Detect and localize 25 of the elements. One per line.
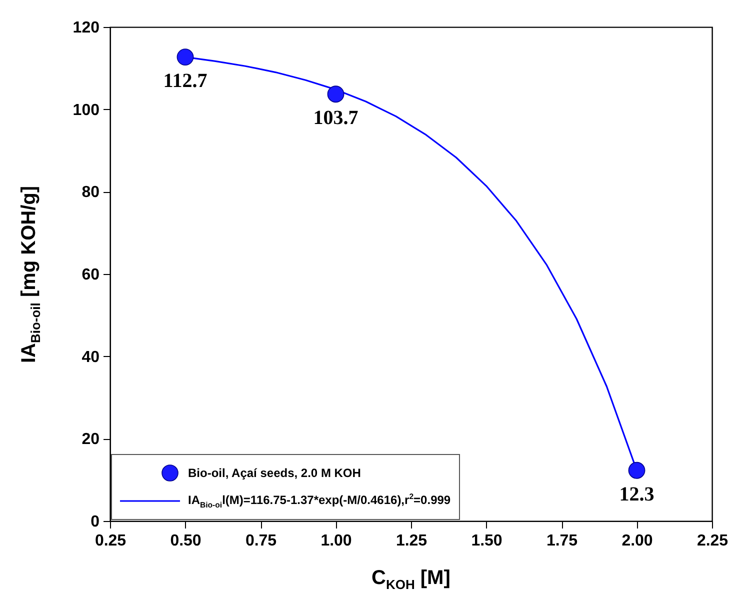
legend-label: Bio-oil, Açaí seeds, 2.0 M KOH [188,466,361,480]
data-label: 103.7 [313,107,358,130]
x-tick-label: 1.50 [471,532,502,550]
x-tick-label: 0.50 [170,532,202,550]
y-tick-label: 100 [72,102,100,119]
y-tick-label: 60 [82,266,100,284]
data-label: 12.3 [619,483,654,506]
x-tick-label: 1.25 [396,532,428,550]
y-tick-label: 120 [72,20,100,36]
y-tick-label: 0 [90,514,100,530]
y-tick-label: 80 [82,184,100,202]
x-tick-label: 0.75 [245,532,277,550]
y-tick-label: 40 [82,348,100,366]
y-tick-label: 20 [82,431,100,448]
point [176,48,194,66]
data-label: 112.7 [163,70,208,92]
x-tick-label: 1.00 [320,532,352,550]
x-tick-label: 0.25 [94,532,126,550]
point [628,462,646,479]
x-tick-label: 1.75 [546,532,578,550]
x-axis-title: C$_{KOH}$ [M] [372,567,450,592]
x-tick-label: 2.00 [622,532,653,550]
point [327,86,344,103]
x-tick-label: 2.25 [696,532,728,550]
legend-label: IA$_{Bio-oi}$l(M)=116.75-1.37*exp(-M/0.4616),r$^{2}$=0.999 [188,492,451,510]
